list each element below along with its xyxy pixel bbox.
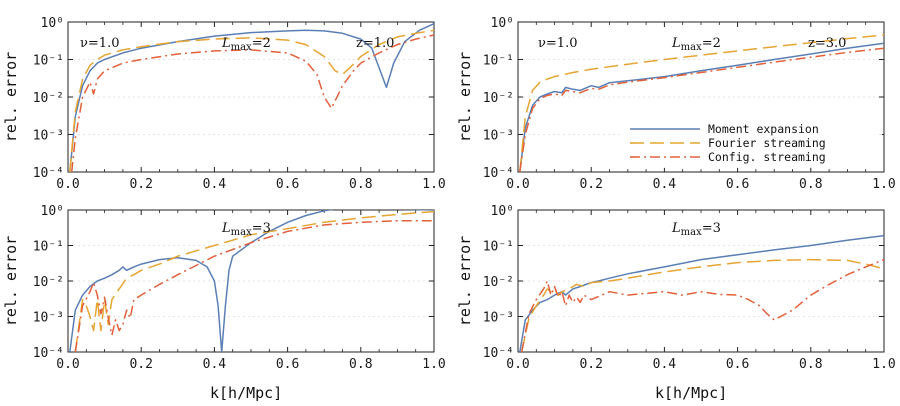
y-tick-label: 10⁰ — [491, 204, 514, 219]
annotation-z: z=1.0 — [356, 36, 394, 51]
x-tick-label: 0.2 — [129, 357, 152, 372]
x-tick-label: 0.8 — [349, 177, 372, 192]
y-tick-label: 10⁻⁴ — [483, 166, 514, 181]
annotation-lmax: Lmax=2 — [221, 36, 271, 53]
xlabel-right: k[h/Mpc] — [655, 384, 727, 402]
y-tick-label: 10⁰ — [41, 16, 64, 31]
annotation-lmax: Lmax=2 — [671, 36, 721, 53]
x-tick-label: 0.8 — [349, 357, 372, 372]
series-group — [69, 210, 434, 352]
x-tick-label: 1.0 — [422, 177, 445, 192]
plot-bottom-right: 0.0 0.2 0.4 0.6 0.8 1.0 10⁻⁴ 10⁻³ 10⁻² 10⁻¹ 10⁰ rel… — [456, 204, 896, 372]
series-group — [69, 23, 434, 172]
annotation-nu: ν=1.0 — [80, 36, 119, 51]
series-line-moment — [519, 42, 884, 172]
x-tick-label: 0.0 — [506, 177, 529, 192]
series-line-config — [519, 47, 884, 172]
annotation-z: z=3.0 — [808, 36, 846, 51]
x-tick-label: 0.8 — [799, 177, 822, 192]
y-tick-label: 10⁻¹ — [33, 54, 64, 69]
y-tick-label: 10⁻³ — [483, 311, 514, 326]
series-line-moment — [69, 210, 434, 352]
series-line-config — [70, 34, 434, 172]
series-line-fourier — [74, 210, 434, 352]
annotation-nu: ν=1.0 — [538, 36, 577, 51]
legend-label-fourier: Fourier streaming — [708, 136, 826, 150]
series-line-config — [520, 258, 884, 352]
y-tick-label: 10⁻⁴ — [33, 166, 64, 181]
x-tick-label: 0.8 — [799, 357, 822, 372]
annotation-lmax: Lmax=3 — [221, 221, 271, 238]
x-tick-label: 0.2 — [579, 177, 602, 192]
x-tick-label: 1.0 — [872, 357, 895, 372]
series-line-moment — [69, 23, 434, 172]
ylabel: rel. error — [2, 236, 20, 326]
x-tick-label: 0.2 — [129, 177, 152, 192]
x-tick-label: 0.6 — [726, 357, 749, 372]
x-tick-label: 0.0 — [56, 357, 79, 372]
x-tick-label: 0.2 — [579, 357, 602, 372]
ylabel: rel. error — [2, 52, 20, 142]
y-tick-label: 10⁻² — [483, 91, 514, 106]
legend-label-moment: Moment expansion — [708, 122, 819, 136]
y-tick-label: 10⁻² — [33, 275, 64, 290]
y-tick-label: 10⁻² — [33, 91, 64, 106]
series-group — [519, 234, 884, 352]
y-tick-label: 10⁰ — [41, 204, 64, 219]
x-tick-label: 1.0 — [872, 177, 895, 192]
panel-bottom-left: Lmax=3 — [221, 221, 271, 238]
x-tick-label: 0.4 — [203, 357, 227, 372]
legend-label-config: Config. streaming — [708, 150, 826, 164]
y-tick-label: 10⁰ — [491, 16, 514, 31]
y-tick-label: 10⁻³ — [33, 129, 64, 144]
panel-top-right: ν=1.0 Lmax=2 z=3.0 — [538, 36, 846, 53]
legend-box — [622, 118, 882, 168]
legend: Moment expansion Fourier streaming Confi… — [622, 118, 882, 168]
y-tick-label: 10⁻³ — [483, 129, 514, 144]
y-tick-label: 10⁻² — [483, 275, 514, 290]
xlabel-left: k[h/Mpc] — [210, 384, 282, 402]
annotation-lmax: Lmax=3 — [671, 221, 721, 238]
y-tick-label: 10⁻¹ — [483, 240, 514, 255]
plot-top-left: 0.0 0.2 0.4 0.6 0.8 1.0 10⁻⁴ 10⁻³ 10⁻² 10⁻¹ 10⁰ rel… — [2, 16, 446, 192]
y-tick-label: 10⁻⁴ — [483, 346, 514, 361]
x-tick-label: 0.6 — [276, 177, 299, 192]
series-group — [519, 34, 884, 172]
x-tick-label: 0.6 — [726, 177, 749, 192]
series-line-fourier — [519, 34, 884, 172]
series-line-config — [74, 219, 434, 352]
y-tick-label: 10⁻¹ — [33, 240, 64, 255]
y-tick-label: 10⁻³ — [33, 311, 64, 326]
x-tick-label: 0.4 — [653, 177, 677, 192]
plot-bottom-left: 0.0 0.2 0.4 0.6 0.8 1.0 10⁻⁴ 10⁻³ 10⁻² 10⁻¹ 10⁰ rel… — [2, 204, 446, 372]
panel-top-left: ν=1.0 Lmax=2 z=1.0 — [80, 36, 394, 53]
ylabel: rel. error — [456, 236, 474, 326]
x-tick-label: 0.6 — [276, 357, 299, 372]
y-tick-label: 10⁻⁴ — [33, 346, 64, 361]
ylabel: rel. error — [456, 52, 474, 142]
series-line-fourier — [520, 258, 884, 352]
y-tick-label: 10⁻¹ — [483, 54, 514, 69]
series-line-moment — [519, 234, 884, 352]
x-tick-label: 0.0 — [56, 177, 79, 192]
x-tick-label: 0.4 — [203, 177, 227, 192]
x-tick-label: 1.0 — [422, 357, 445, 372]
x-tick-label: 0.4 — [653, 357, 677, 372]
panel-bottom-right: Lmax=3 — [671, 221, 721, 238]
series-line-fourier — [69, 29, 434, 172]
x-tick-label: 0.0 — [506, 357, 529, 372]
